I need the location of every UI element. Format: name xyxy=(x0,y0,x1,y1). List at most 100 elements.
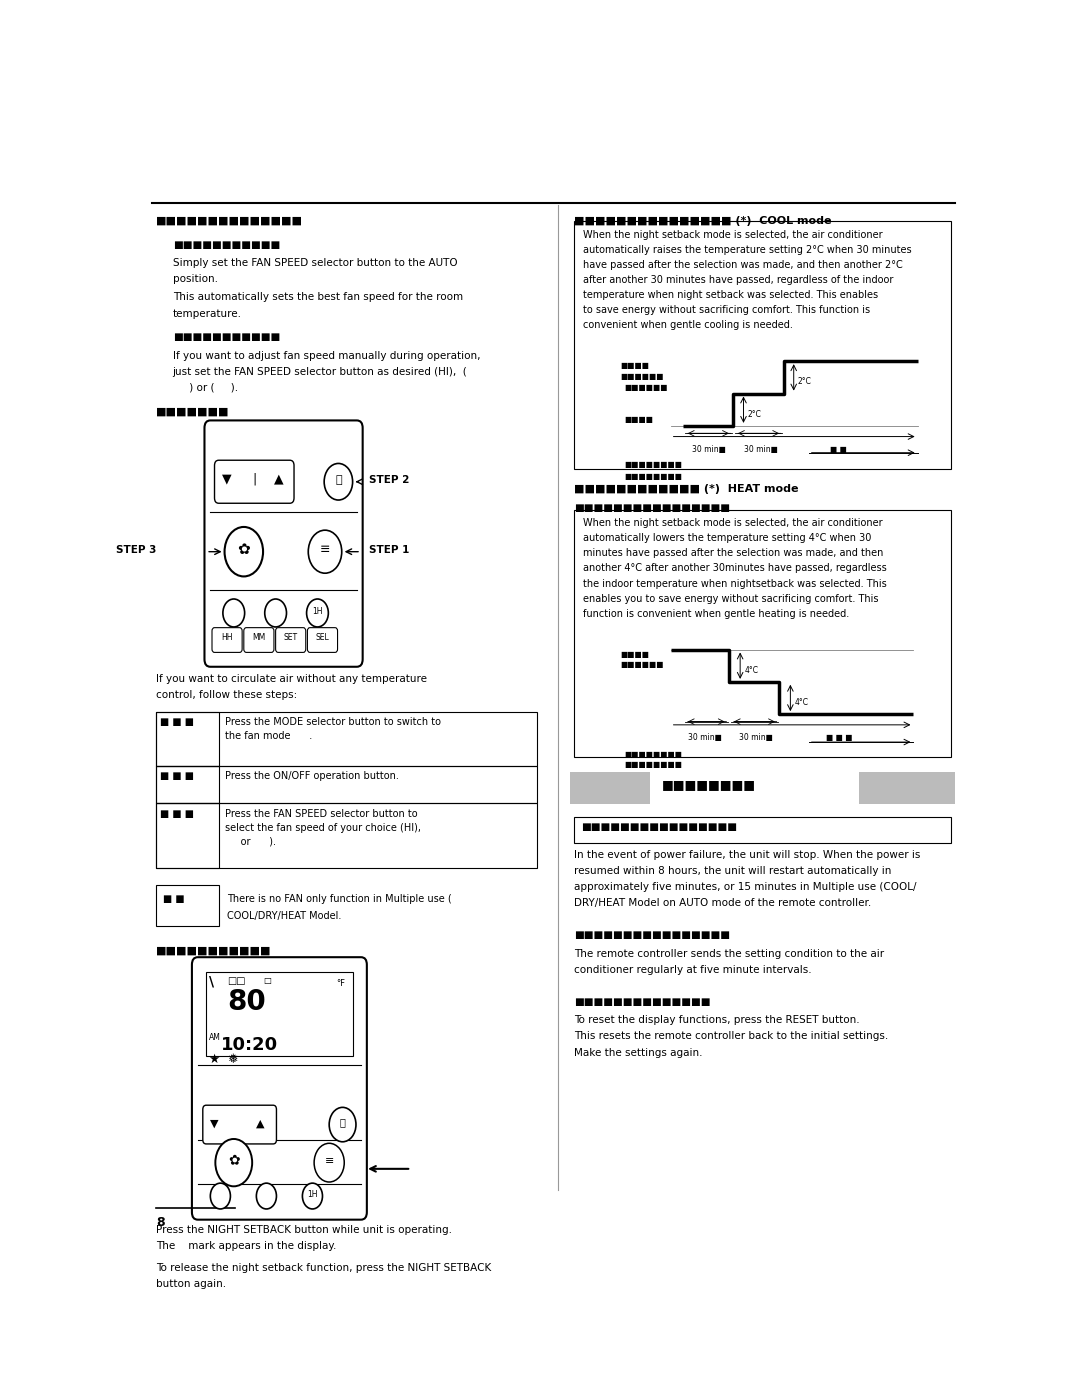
Text: ■ ■ ■: ■ ■ ■ xyxy=(160,717,194,728)
Text: ■ ■ ■: ■ ■ ■ xyxy=(825,733,852,742)
Text: STEP 2: STEP 2 xyxy=(369,475,409,485)
Text: 2°C: 2°C xyxy=(747,409,761,419)
Text: 30 min■: 30 min■ xyxy=(740,733,773,742)
Text: SET: SET xyxy=(284,633,298,641)
Text: Press the NIGHT SETBACK button while unit is operating.: Press the NIGHT SETBACK button while uni… xyxy=(156,1225,451,1235)
FancyBboxPatch shape xyxy=(244,627,274,652)
Text: another 4°C after another 30minutes have passed, regardless: another 4°C after another 30minutes have… xyxy=(583,563,887,574)
Text: STEP 3: STEP 3 xyxy=(116,545,156,555)
Text: ▼: ▼ xyxy=(211,1119,219,1129)
Text: after another 30 minutes have passed, regardless of the indoor: after another 30 minutes have passed, re… xyxy=(583,275,893,285)
Text: ■■■■■■■: ■■■■■■■ xyxy=(156,407,229,416)
Text: ■■■■■■■■: ■■■■■■■■ xyxy=(624,750,683,759)
Text: ⏻: ⏻ xyxy=(339,1118,346,1127)
Text: \: \ xyxy=(208,974,214,988)
Text: ▲: ▲ xyxy=(256,1119,265,1129)
Text: control, follow these steps:: control, follow these steps: xyxy=(156,690,297,700)
Bar xyxy=(156,803,218,868)
Text: Press the FAN SPEED selector button to: Press the FAN SPEED selector button to xyxy=(226,809,418,819)
FancyBboxPatch shape xyxy=(212,627,242,652)
Bar xyxy=(570,773,650,805)
Text: 4°C: 4°C xyxy=(795,698,809,707)
FancyBboxPatch shape xyxy=(215,460,294,503)
Text: select the fan speed of your choice (HI),: select the fan speed of your choice (HI)… xyxy=(226,823,421,833)
Text: 4°C: 4°C xyxy=(744,666,758,675)
Text: |: | xyxy=(253,472,257,485)
Text: ■■■■■■■■: ■■■■■■■■ xyxy=(624,760,683,770)
Text: conditioner regularly at five minute intervals.: conditioner regularly at five minute int… xyxy=(575,965,812,975)
Text: temperature.: temperature. xyxy=(173,309,242,319)
Text: automatically lowers the temperature setting 4°C when 30: automatically lowers the temperature set… xyxy=(583,534,872,543)
Text: ■ ■: ■ ■ xyxy=(163,894,185,904)
Text: temperature when night setback was selected. This enables: temperature when night setback was selec… xyxy=(583,291,878,300)
Bar xyxy=(156,766,537,803)
Text: ❅: ❅ xyxy=(227,1053,238,1066)
Text: MM: MM xyxy=(253,633,266,641)
Text: □: □ xyxy=(264,977,271,985)
Text: ■■■■: ■■■■ xyxy=(624,415,653,425)
Text: have passed after the selection was made, and then another 2°C: have passed after the selection was made… xyxy=(583,260,903,270)
Circle shape xyxy=(324,464,352,500)
Text: Press the ON/OFF operation button.: Press the ON/OFF operation button. xyxy=(226,771,400,781)
Text: function is convenient when gentle heating is needed.: function is convenient when gentle heati… xyxy=(583,609,849,619)
Bar xyxy=(156,886,218,926)
Text: 2°C: 2°C xyxy=(798,377,812,387)
Bar xyxy=(575,222,951,469)
Text: COOL/DRY/HEAT Model.: COOL/DRY/HEAT Model. xyxy=(227,911,341,921)
Text: To release the night setback function, press the NIGHT SETBACK: To release the night setback function, p… xyxy=(156,1263,491,1273)
Circle shape xyxy=(307,599,328,627)
Text: the fan mode      .: the fan mode . xyxy=(226,731,312,742)
Bar xyxy=(859,773,956,805)
Text: button again.: button again. xyxy=(156,1278,226,1289)
Bar xyxy=(156,766,218,803)
Text: approximately five minutes, or 15 minutes in Multiple use (COOL/: approximately five minutes, or 15 minute… xyxy=(575,882,917,891)
Text: ■■■■■■■■■■■■■■■■: ■■■■■■■■■■■■■■■■ xyxy=(575,503,730,513)
FancyBboxPatch shape xyxy=(204,420,363,666)
Bar xyxy=(575,510,951,757)
Text: ■ ■ ■: ■ ■ ■ xyxy=(160,809,194,819)
Text: This automatically sets the best fan speed for the room: This automatically sets the best fan spe… xyxy=(173,292,463,302)
Circle shape xyxy=(215,1139,252,1186)
Text: In the event of power failure, the unit will stop. When the power is: In the event of power failure, the unit … xyxy=(575,849,921,859)
Text: The    mark appears in the display.: The mark appears in the display. xyxy=(156,1241,336,1252)
Text: ■■■■■■■■■■■: ■■■■■■■■■■■ xyxy=(173,240,280,250)
FancyBboxPatch shape xyxy=(203,1105,276,1144)
Text: The remote controller sends the setting condition to the air: The remote controller sends the setting … xyxy=(575,949,885,958)
Text: automatically raises the temperature setting 2°C when 30 minutes: automatically raises the temperature set… xyxy=(583,244,912,256)
Text: Press the MODE selector button to switch to: Press the MODE selector button to switch… xyxy=(226,717,442,728)
Text: To reset the display functions, press the RESET button.: To reset the display functions, press th… xyxy=(575,1016,860,1025)
Bar xyxy=(156,712,537,766)
FancyBboxPatch shape xyxy=(192,957,367,1220)
Text: ■■■■■■■■■■■■ (*)  HEAT mode: ■■■■■■■■■■■■ (*) HEAT mode xyxy=(575,483,799,495)
FancyBboxPatch shape xyxy=(275,627,306,652)
Text: resumed within 8 hours, the unit will restart automatically in: resumed within 8 hours, the unit will re… xyxy=(575,866,892,876)
Text: position.: position. xyxy=(173,274,218,284)
Circle shape xyxy=(222,599,245,627)
Text: ■■■■■■: ■■■■■■ xyxy=(624,383,669,391)
Text: the indoor temperature when nightsetback was selected. This: the indoor temperature when nightsetback… xyxy=(583,578,887,588)
Text: 1H: 1H xyxy=(307,1190,318,1200)
Circle shape xyxy=(302,1183,323,1208)
Text: AM: AM xyxy=(208,1032,220,1042)
Text: ■■■■■■■■: ■■■■■■■■ xyxy=(624,472,683,481)
Text: ) or (     ).: ) or ( ). xyxy=(173,383,238,393)
Text: °F: °F xyxy=(336,979,345,988)
Text: This resets the remote controller back to the initial settings.: This resets the remote controller back t… xyxy=(575,1031,889,1041)
Circle shape xyxy=(329,1108,356,1141)
Text: 80: 80 xyxy=(227,988,266,1016)
Text: ≡: ≡ xyxy=(324,1155,334,1165)
Text: ■ ■ ■: ■ ■ ■ xyxy=(160,771,194,781)
Text: 30 min■: 30 min■ xyxy=(691,446,726,454)
Text: to save energy without sacrificing comfort. This function is: to save energy without sacrificing comfo… xyxy=(583,306,869,316)
Text: If you want to circulate air without any temperature: If you want to circulate air without any… xyxy=(156,675,427,685)
Text: If you want to adjust fan speed manually during operation,: If you want to adjust fan speed manually… xyxy=(173,351,481,360)
Text: Make the settings again.: Make the settings again. xyxy=(575,1048,703,1058)
Circle shape xyxy=(265,599,286,627)
Text: ✿: ✿ xyxy=(228,1154,240,1168)
Text: 1H: 1H xyxy=(312,608,323,616)
Text: ■■■■■■■■■■■■■■■■: ■■■■■■■■■■■■■■■■ xyxy=(581,821,738,831)
Text: convenient when gentle cooling is needed.: convenient when gentle cooling is needed… xyxy=(583,320,793,330)
Text: ■■■■■■■■: ■■■■■■■■ xyxy=(624,460,683,469)
Text: 30 min■: 30 min■ xyxy=(744,446,779,454)
Text: ▲: ▲ xyxy=(274,472,284,485)
